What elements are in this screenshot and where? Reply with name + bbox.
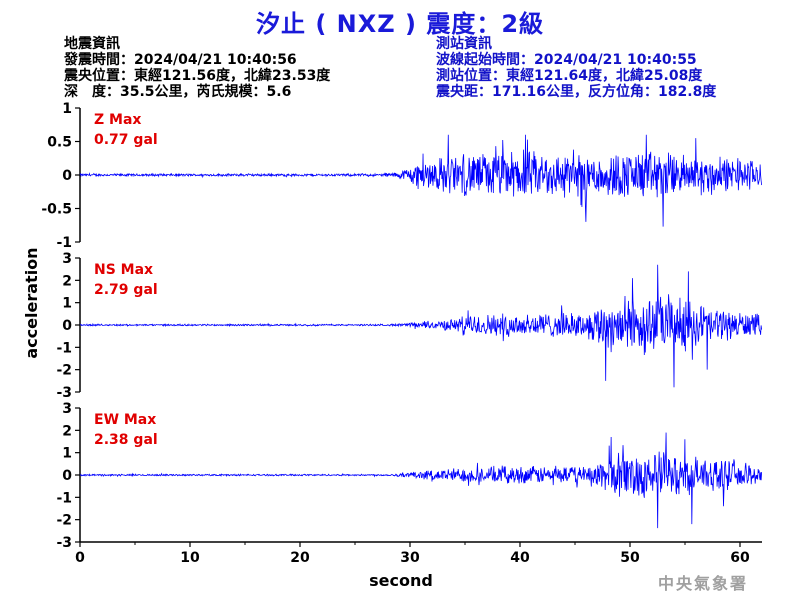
x-tick-label: 40 [510,550,530,566]
wave-start-time: 波線起始時間：2024/04/21 10:40:55 [436,52,697,68]
max-value-Z: 0.77 gal [94,132,158,148]
y-axis-label: acceleration [22,247,41,358]
origin-time: 發震時間：2024/04/21 10:40:56 [64,52,297,68]
y-tick-label-EW: 1 [62,446,72,462]
x-axis-label: second [369,571,433,590]
depth-magnitude: 深 度：35.5公里，芮氏規模：5.6 [64,84,292,100]
y-tick-label-EW: -2 [56,513,72,529]
station-info: 測站資訊 波線起始時間：2024/04/21 10:40:55 測站位置：東經1… [436,36,716,100]
x-tick-label: 0 [75,550,85,566]
y-tick-label-Z: 1 [62,101,72,117]
y-tick-label-NS: 2 [62,273,72,289]
y-tick-label-NS: 3 [62,251,72,267]
y-tick-label-Z: -0.5 [41,202,72,218]
y-tick-label-NS: -1 [56,340,72,356]
x-tick-label: 20 [290,550,310,566]
max-value-NS: 2.79 gal [94,282,158,298]
chart-title: 汐止 ( NXZ ) 震度：2級 [255,10,545,38]
station-location: 測站位置：東經121.64度，北緯25.08度 [436,68,703,84]
y-tick-label-EW: 3 [62,401,72,417]
x-tick-label: 30 [400,550,420,566]
waveform-NS-series [79,264,763,388]
y-tick-label-NS: 1 [62,296,72,312]
max-label-Z: Z Max [94,112,141,128]
y-tick-label-Z: 0 [62,168,72,184]
y-tick-label-EW: -3 [56,535,72,551]
epicenter-location: 震央位置：東經121.56度，北緯23.53度 [64,68,331,84]
y-tick-label-Z: 0.5 [47,135,72,151]
x-tick-label: 10 [180,550,200,566]
y-tick-label-EW: 0 [62,468,72,484]
y-tick-label-NS: -2 [56,363,72,379]
y-tick-label-NS: 0 [62,318,72,334]
x-tick-label: 50 [620,550,640,566]
x-tick-label: 60 [730,550,750,566]
agency-watermark: 中央氣象署 [657,574,748,593]
y-tick-label-NS: -3 [56,385,72,401]
earthquake-info-heading: 地震資訊 [64,36,120,52]
station-info-heading: 測站資訊 [436,36,492,52]
y-tick-label-EW: 2 [62,423,72,439]
waveform-Z-series [79,134,763,227]
epicentral-distance: 震央距：171.16公里，反方位角：182.8度 [436,84,717,100]
y-tick-label-Z: -1 [56,235,72,251]
y-tick-label-EW: -1 [56,490,72,506]
max-value-EW: 2.38 gal [94,432,158,448]
max-label-EW: EW Max [94,412,156,428]
max-label-NS: NS Max [94,262,153,278]
waveform-EW-series [79,432,763,529]
earthquake-info: 地震資訊 發震時間：2024/04/21 10:40:56 震央位置：東經121… [64,36,330,100]
